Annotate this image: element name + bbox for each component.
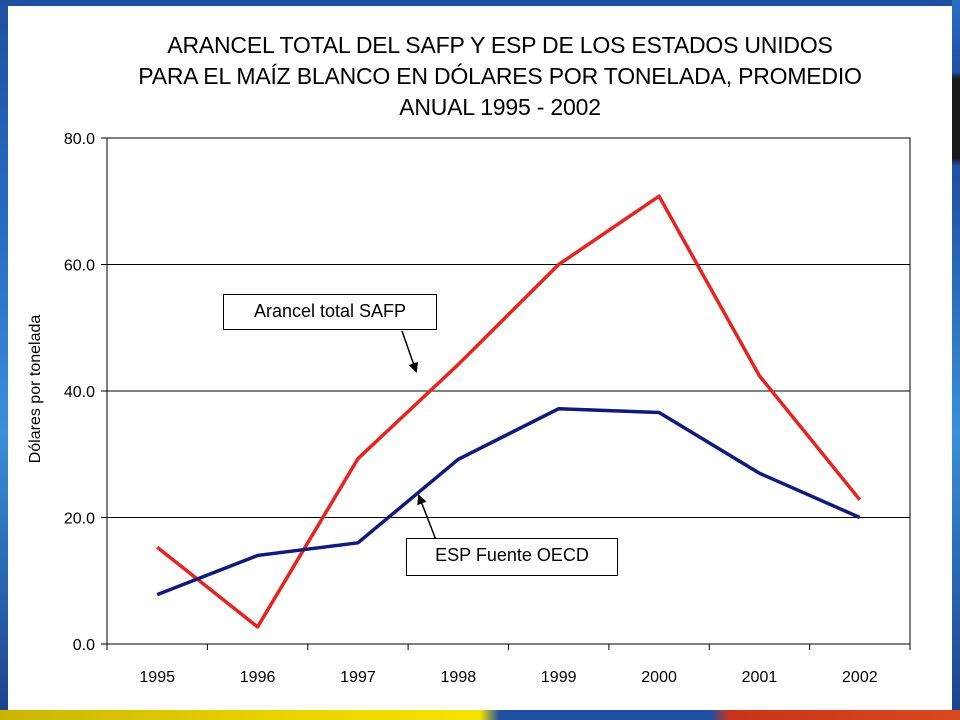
annotation-arrow-esp [417, 494, 437, 541]
frame-stripe-top [0, 0, 960, 6]
x-tick-label: 2001 [742, 669, 778, 686]
annotation-arancel-total-safp: Arancel total SAFP [223, 294, 437, 330]
x-tick-label: 1995 [139, 669, 175, 686]
y-tick-label: 20.0 [64, 511, 95, 528]
chart-title-line-1: ARANCEL TOTAL DEL SAFP Y ESP DE LOS ESTA… [167, 32, 833, 58]
annotation-esp-fuente-oecd: ESP Fuente OECD [406, 538, 618, 576]
x-tick-label: 2000 [641, 669, 677, 686]
x-tick-label: 1997 [340, 669, 376, 686]
y-tick-label: 60.0 [64, 258, 95, 275]
y-tick-label: 0.0 [73, 637, 95, 654]
annotation-arrow-safp [401, 330, 419, 373]
x-tick-label: 2002 [842, 669, 878, 686]
chart-title-line-3: ANUAL 1995 - 2002 [399, 94, 601, 120]
chart-title: ARANCEL TOTAL DEL SAFP Y ESP DE LOS ESTA… [60, 30, 940, 123]
y-tick-label: 80.0 [64, 131, 95, 148]
y-tick-label: 40.0 [64, 384, 95, 401]
frame-stripe-right [952, 0, 960, 720]
series-line-esp-fuente-oecd [156, 406, 861, 597]
chart-title-line-2: PARA EL MAÍZ BLANCO EN DÓLARES POR TONEL… [138, 63, 862, 89]
y-axis-label: Dólares por tonelada [27, 315, 44, 464]
x-tick-label: 1999 [541, 669, 577, 686]
series-line-arancel-total-safp [156, 194, 862, 629]
x-tick-label: 1998 [441, 669, 477, 686]
frame-stripe-bottom [0, 710, 960, 720]
x-tick-label: 1996 [240, 669, 276, 686]
frame-stripe-left [0, 0, 8, 720]
